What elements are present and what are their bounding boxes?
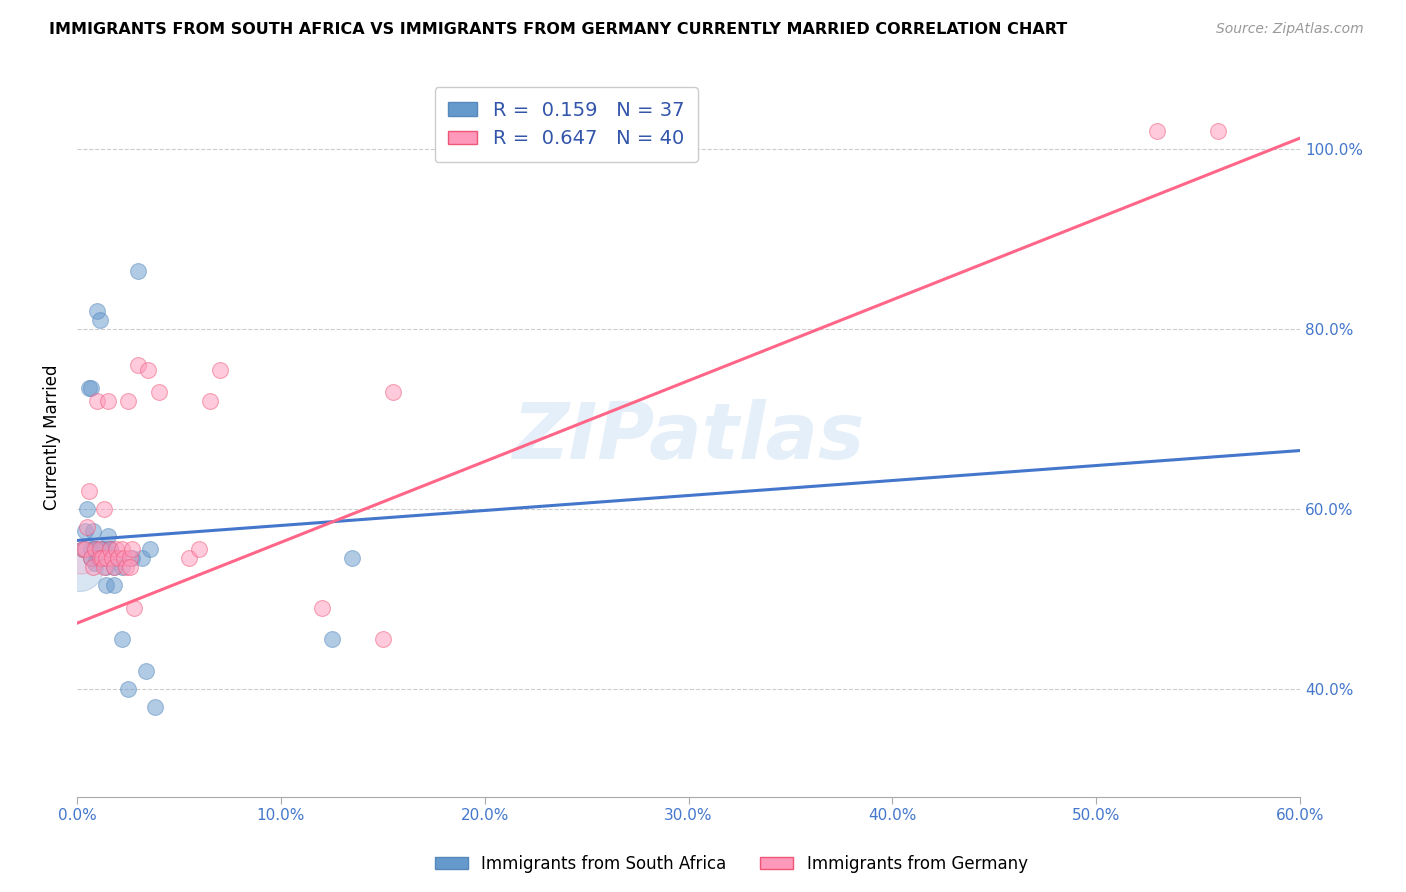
Point <box>117 681 139 696</box>
Point <box>80 551 103 566</box>
Point <box>67 560 90 574</box>
Point <box>127 264 149 278</box>
Point <box>139 542 162 557</box>
Point <box>382 385 405 400</box>
Point <box>84 556 107 570</box>
Point <box>72 542 94 557</box>
Point <box>86 542 108 557</box>
Point <box>111 560 134 574</box>
Point <box>135 664 157 678</box>
Point <box>72 880 94 892</box>
Point <box>143 699 166 714</box>
Legend: Immigrants from South Africa, Immigrants from Germany: Immigrants from South Africa, Immigrants… <box>427 848 1035 880</box>
Point <box>371 632 394 647</box>
Point <box>100 551 122 566</box>
Point <box>75 524 97 539</box>
Point <box>107 551 129 566</box>
Point <box>82 560 104 574</box>
Point <box>84 542 107 557</box>
Point <box>122 600 145 615</box>
Point <box>111 632 134 647</box>
Point <box>179 551 201 566</box>
Point <box>80 381 103 395</box>
Point <box>148 385 170 400</box>
Point <box>90 551 112 566</box>
Point <box>76 520 98 534</box>
Point <box>1146 124 1168 138</box>
Point <box>103 560 125 574</box>
Point <box>198 394 221 409</box>
Point <box>127 358 149 372</box>
Point <box>120 560 142 574</box>
Point <box>80 551 103 566</box>
Point <box>93 560 115 574</box>
Text: ZIPatlas: ZIPatlas <box>512 399 865 475</box>
Point <box>93 542 115 557</box>
Point <box>103 560 125 574</box>
Point <box>94 560 117 574</box>
Point <box>93 502 115 516</box>
Point <box>84 542 107 557</box>
Point <box>94 578 117 592</box>
Point <box>112 551 135 566</box>
Point <box>98 542 121 557</box>
Text: Source: ZipAtlas.com: Source: ZipAtlas.com <box>1216 22 1364 37</box>
Point <box>97 529 120 543</box>
Point <box>342 551 364 566</box>
Point <box>86 304 108 318</box>
Point <box>120 551 142 566</box>
Point <box>104 542 127 557</box>
Point <box>103 578 125 592</box>
Point <box>98 542 121 557</box>
Point <box>208 362 231 376</box>
Point <box>1208 124 1230 138</box>
Point <box>89 551 111 566</box>
Text: IMMIGRANTS FROM SOUTH AFRICA VS IMMIGRANTS FROM GERMANY CURRENTLY MARRIED CORREL: IMMIGRANTS FROM SOUTH AFRICA VS IMMIGRAN… <box>49 22 1067 37</box>
Point <box>115 560 138 574</box>
Point <box>97 394 120 409</box>
Point <box>121 542 143 557</box>
Point <box>94 551 117 566</box>
Point <box>321 632 343 647</box>
Y-axis label: Currently Married: Currently Married <box>44 364 60 510</box>
Point <box>103 880 125 892</box>
Point <box>188 542 211 557</box>
Point <box>107 551 129 566</box>
Point <box>111 542 134 557</box>
Point <box>89 542 111 557</box>
Legend: R =  0.159   N = 37, R =  0.647   N = 40: R = 0.159 N = 37, R = 0.647 N = 40 <box>434 87 697 162</box>
Point <box>79 483 101 498</box>
Point <box>82 542 104 557</box>
Point <box>72 542 94 557</box>
Point <box>90 542 112 557</box>
Point <box>80 542 103 557</box>
Point <box>82 524 104 539</box>
Point <box>121 551 143 566</box>
Point <box>86 394 108 409</box>
Point <box>311 600 333 615</box>
Point <box>86 551 108 566</box>
Point <box>117 394 139 409</box>
Point <box>75 542 97 557</box>
Point <box>138 362 160 376</box>
Point <box>76 502 98 516</box>
Point <box>90 551 112 566</box>
Point <box>70 551 93 566</box>
Point <box>98 542 121 557</box>
Point <box>89 313 111 327</box>
Point <box>79 381 101 395</box>
Point <box>131 551 153 566</box>
